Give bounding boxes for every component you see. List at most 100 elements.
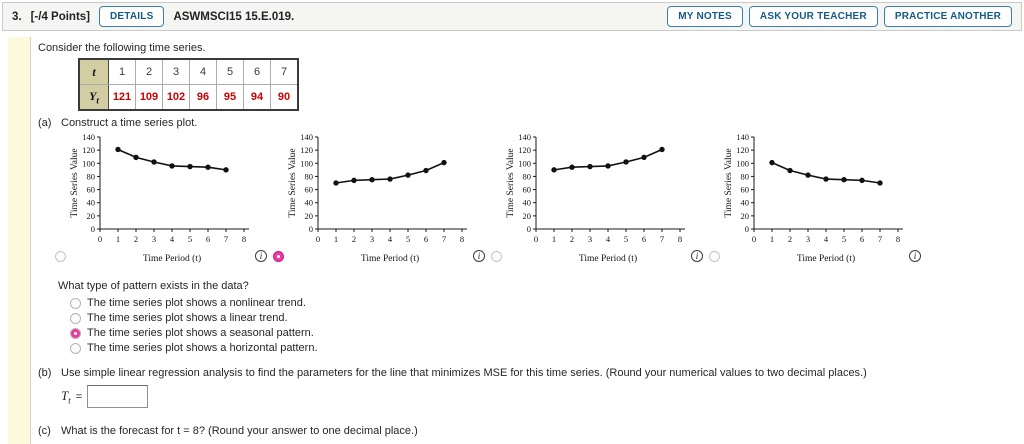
table-cell-t: 7 bbox=[270, 58, 299, 85]
x-tick-label: 0 bbox=[752, 234, 756, 244]
data-point bbox=[405, 172, 411, 178]
x-tick-label: 7 bbox=[878, 234, 882, 244]
x-tick-label: 4 bbox=[606, 234, 611, 244]
plot-radio-2[interactable] bbox=[273, 251, 284, 262]
table-cell-t: 4 bbox=[189, 58, 217, 85]
x-tick-label: 0 bbox=[534, 234, 538, 244]
x-tick-label: 0 bbox=[98, 234, 102, 244]
x-tick-label: 3 bbox=[152, 234, 156, 244]
equals-sign: = bbox=[75, 390, 83, 403]
x-tick-label: 1 bbox=[552, 234, 556, 244]
plot-option-3: 0 20 40 60 80 100 120 140 0 1 2 3 4 5 6 7 8 Time Period (… bbox=[491, 131, 703, 267]
part-b-answer-row: Tt = bbox=[61, 385, 1024, 408]
ask-your-teacher-button[interactable]: ASK YOUR TEACHER bbox=[748, 6, 878, 27]
data-point bbox=[151, 159, 157, 165]
x-tick-label: 4 bbox=[170, 234, 175, 244]
y-tick-label: 140 bbox=[82, 132, 95, 142]
plot-radio-1[interactable] bbox=[55, 251, 66, 262]
info-icon[interactable]: i bbox=[691, 250, 703, 262]
pattern-option-1[interactable]: The time series plot shows a nonlinear t… bbox=[70, 297, 1024, 309]
x-tick-label: 4 bbox=[388, 234, 393, 244]
y-axis-label: Time Series Value bbox=[724, 148, 734, 217]
data-point bbox=[441, 159, 447, 166]
data-point bbox=[223, 167, 229, 173]
x-tick-label: 5 bbox=[624, 234, 628, 244]
pattern-question: What type of pattern exists in the data?… bbox=[58, 280, 1024, 354]
pattern-radio-2[interactable] bbox=[70, 312, 81, 324]
y-tick-label: 0 bbox=[91, 224, 95, 234]
pattern-option-2[interactable]: The time series plot shows a linear tren… bbox=[70, 312, 1024, 324]
y-tick-label: 60 bbox=[523, 185, 532, 195]
y-tick-label: 20 bbox=[741, 211, 750, 221]
table-cell-t: 5 bbox=[216, 58, 244, 85]
part-b-label: (b) bbox=[38, 367, 52, 379]
pattern-option-3[interactable]: The time series plot shows a seasonal pa… bbox=[70, 327, 1024, 339]
x-tick-label: 8 bbox=[242, 234, 246, 244]
y-axis-label: Time Series Value bbox=[288, 148, 298, 217]
data-point bbox=[205, 164, 211, 170]
y-tick-label: 0 bbox=[309, 224, 313, 234]
time-series-plot-1: 0 20 40 60 80 100 120 140 0 1 2 3 4 5 6 7 8 Time Period (… bbox=[70, 132, 249, 264]
y-tick-label: 140 bbox=[736, 132, 749, 142]
y-tick-label: 40 bbox=[741, 198, 750, 208]
pattern-radio-3[interactable] bbox=[70, 327, 81, 339]
y-tick-label: 80 bbox=[305, 171, 314, 181]
data-point bbox=[551, 167, 557, 173]
plot-radio-4[interactable] bbox=[709, 251, 720, 262]
x-tick-label: 1 bbox=[116, 234, 120, 244]
plot-radio-3[interactable] bbox=[491, 251, 502, 262]
y-tick-label: 120 bbox=[82, 145, 95, 155]
table-cell-y: 109 bbox=[135, 84, 163, 111]
y-axis-label: Time Series Value bbox=[70, 148, 80, 217]
table-row-t-label: t bbox=[78, 58, 109, 85]
details-button[interactable]: DETAILS bbox=[99, 6, 165, 27]
part-c-label: (c) bbox=[38, 425, 51, 437]
time-series-plot-2: 0 20 40 60 80 100 120 140 0 1 2 3 4 5 6 7 8 Time Period (… bbox=[288, 132, 467, 264]
pattern-options: The time series plot shows a nonlinear t… bbox=[70, 297, 1024, 354]
t-symbol: t bbox=[92, 64, 96, 79]
part-a-row: (a) Construct a time series plot. bbox=[38, 117, 1024, 129]
time-series-plot-4: 0 20 40 60 80 100 120 140 0 1 2 3 4 5 6 7 8 Time Period (… bbox=[724, 132, 903, 264]
pattern-radio-1[interactable] bbox=[70, 297, 81, 309]
table-cell-t: 2 bbox=[135, 58, 163, 85]
part-c-text: What is the forecast for t = 8? (Round y… bbox=[61, 425, 418, 437]
pattern-option-label: The time series plot shows a nonlinear t… bbox=[87, 297, 306, 309]
y-tick-label: 140 bbox=[518, 132, 531, 142]
y-tick-label: 20 bbox=[87, 211, 96, 221]
data-point bbox=[623, 159, 629, 165]
y-tick-label: 120 bbox=[736, 145, 749, 155]
info-icon[interactable]: i bbox=[255, 250, 267, 262]
assignment-id: ASWMSCI15 15.E.019. bbox=[173, 10, 295, 23]
x-axis-label: Time Period (t) bbox=[579, 253, 637, 264]
y-tick-label: 120 bbox=[300, 145, 313, 155]
time-series-plot-3: 0 20 40 60 80 100 120 140 0 1 2 3 4 5 6 7 8 Time Period (… bbox=[506, 132, 685, 264]
part-b-answer-input[interactable] bbox=[87, 385, 149, 408]
y-tick-label: 80 bbox=[87, 171, 96, 181]
data-point bbox=[369, 177, 375, 183]
y-symbol: Yt bbox=[89, 88, 99, 106]
table-cell-t: 3 bbox=[162, 58, 190, 85]
pattern-radio-4[interactable] bbox=[70, 342, 81, 354]
y-tick-label: 40 bbox=[305, 198, 314, 208]
data-point bbox=[587, 163, 593, 170]
x-tick-label: 6 bbox=[206, 234, 210, 244]
info-icon[interactable]: i bbox=[909, 250, 921, 262]
x-tick-label: 5 bbox=[188, 234, 192, 244]
my-notes-button[interactable]: MY NOTES bbox=[667, 6, 743, 27]
x-tick-label: 6 bbox=[424, 234, 428, 244]
pattern-option-4[interactable]: The time series plot shows a horizontal … bbox=[70, 342, 1024, 354]
y-tick-label: 100 bbox=[736, 158, 749, 168]
y-tick-label: 120 bbox=[518, 145, 531, 155]
data-point bbox=[569, 164, 575, 170]
x-tick-label: 5 bbox=[406, 234, 410, 244]
info-icon[interactable]: i bbox=[473, 250, 485, 262]
x-tick-label: 6 bbox=[860, 234, 864, 244]
x-tick-label: 7 bbox=[660, 234, 664, 244]
x-axis-label: Time Period (t) bbox=[797, 253, 855, 264]
x-tick-label: 4 bbox=[824, 234, 829, 244]
question-margin-strip bbox=[8, 37, 31, 444]
data-point bbox=[133, 154, 139, 161]
practice-another-button[interactable]: PRACTICE ANOTHER bbox=[883, 6, 1012, 27]
x-tick-label: 2 bbox=[352, 234, 356, 244]
